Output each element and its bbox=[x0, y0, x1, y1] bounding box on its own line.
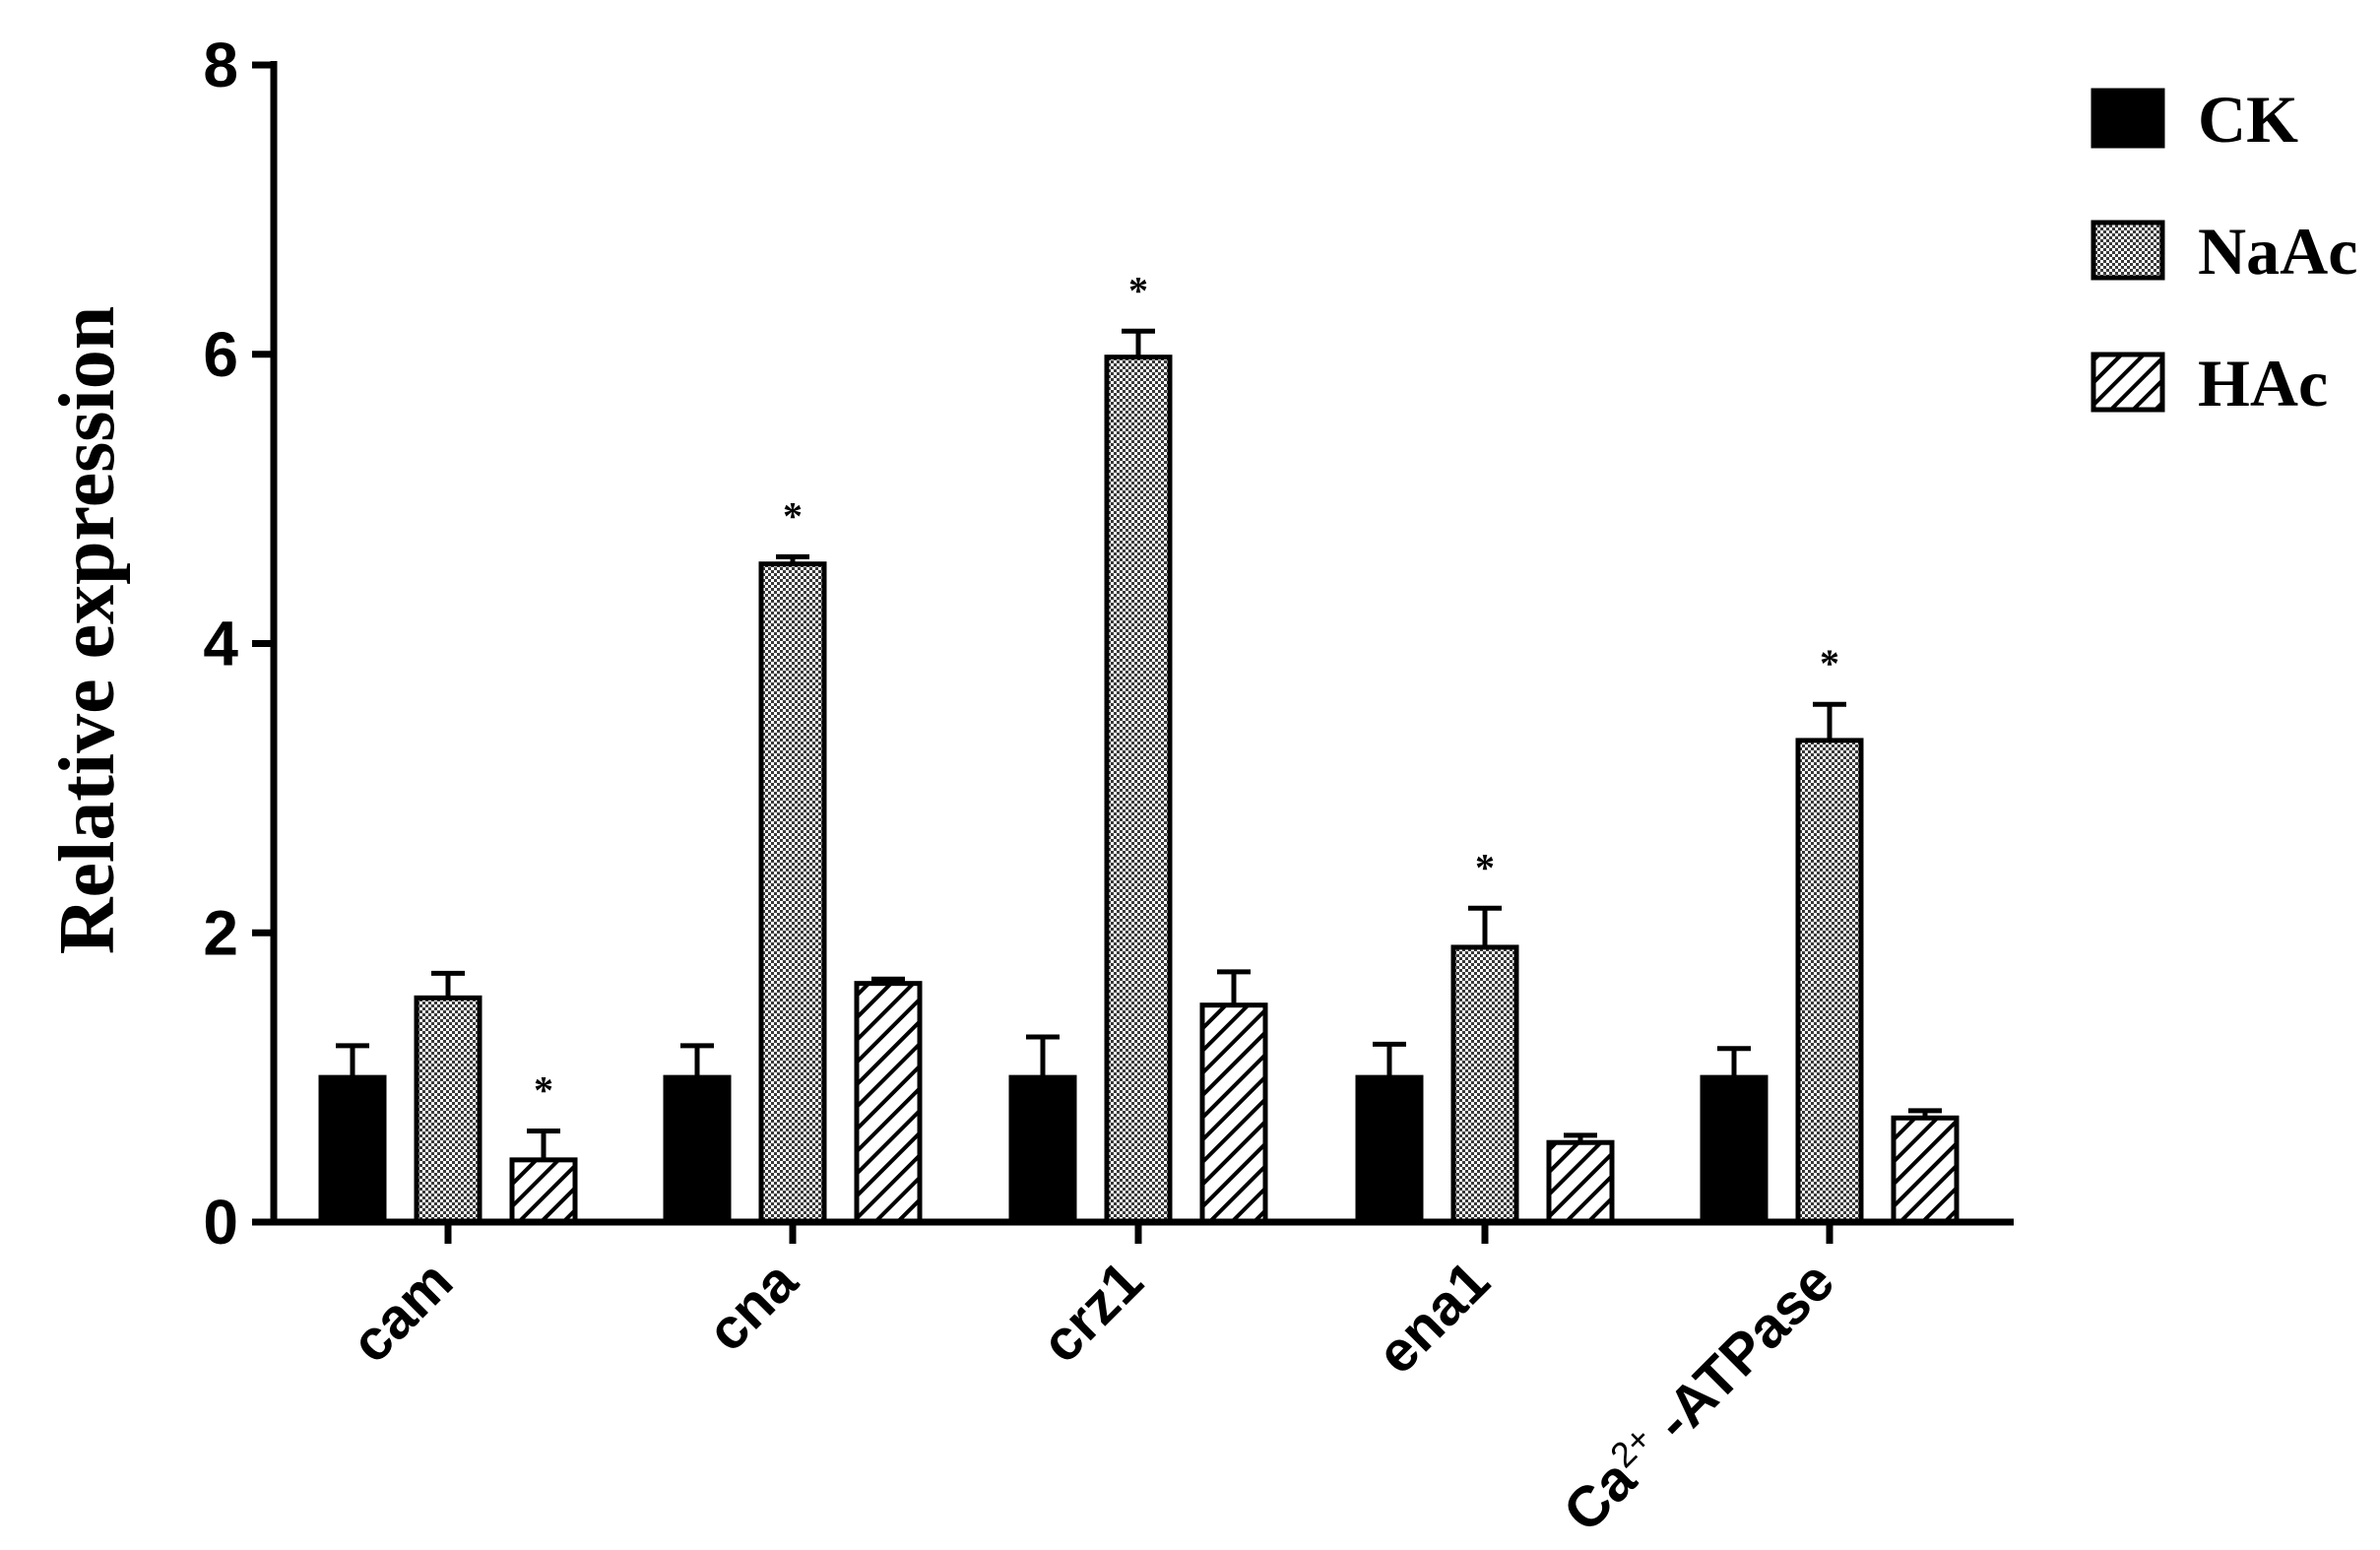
bar-naac-ena1 bbox=[1450, 944, 1519, 1225]
y-axis-title: Relative expression bbox=[44, 306, 131, 954]
bar-hac-cam bbox=[509, 1157, 578, 1225]
legend-label: HAc bbox=[2198, 346, 2328, 420]
legend-item-ck: CK bbox=[2091, 82, 2298, 157]
legend-item-hac: HAc bbox=[2091, 346, 2328, 420]
bar-ck-crz1 bbox=[1008, 1074, 1077, 1225]
bar-hac-ca2atpase bbox=[1891, 1115, 1960, 1225]
y-tick-label: 4 bbox=[203, 609, 238, 679]
bar-hac-cna bbox=[854, 981, 923, 1225]
significance-star: * bbox=[1128, 268, 1148, 312]
legend-swatch bbox=[2091, 88, 2165, 149]
significance-star: * bbox=[534, 1067, 553, 1112]
legend-swatch bbox=[2091, 220, 2165, 281]
series-ck bbox=[318, 1034, 1769, 1225]
significance-star: * bbox=[1475, 845, 1495, 889]
category-labels: cam cna crz1 ena1 Ca2+ -ATPase bbox=[339, 1248, 1846, 1544]
bar-naac-cna bbox=[758, 561, 827, 1225]
significance-star: * bbox=[783, 493, 803, 538]
bar-ck-ena1 bbox=[1355, 1074, 1424, 1225]
legend-item-naac: NaAc bbox=[2091, 214, 2357, 289]
bar-ck-ca2atpase bbox=[1700, 1074, 1769, 1225]
bar-hac-crz1 bbox=[1199, 1002, 1268, 1225]
axes: 0 2 4 6 8 bbox=[203, 30, 2014, 1258]
legend-label: NaAc bbox=[2198, 214, 2357, 289]
series-naac: * * * * bbox=[414, 268, 1864, 1225]
bars: * * * * * bbox=[318, 268, 1960, 1225]
bar-ck-cam bbox=[318, 1074, 387, 1225]
y-tick-label: 0 bbox=[203, 1187, 238, 1258]
bar-naac-crz1 bbox=[1104, 355, 1173, 1225]
x-tick-label: cna bbox=[695, 1249, 810, 1364]
significance-star: * bbox=[1820, 641, 1839, 685]
bar-hac-ena1 bbox=[1546, 1139, 1615, 1225]
legend: CK NaAc HAc bbox=[2091, 82, 2357, 420]
bar-naac-cam bbox=[414, 995, 482, 1225]
legend-label: CK bbox=[2198, 82, 2298, 157]
bar-ck-cna bbox=[663, 1074, 732, 1225]
x-tick-label: crz1 bbox=[1029, 1249, 1155, 1375]
y-tick-label: 6 bbox=[203, 319, 238, 390]
x-tick-label: cam bbox=[339, 1249, 465, 1375]
x-tick-label: Ca2+ -ATPase bbox=[1550, 1248, 1846, 1544]
legend-swatch bbox=[2091, 352, 2165, 413]
bar-naac-ca2atpase bbox=[1795, 738, 1864, 1225]
y-tick-label: 2 bbox=[203, 897, 238, 968]
x-tick-label: ena1 bbox=[1365, 1249, 1502, 1386]
y-tick-label: 8 bbox=[203, 30, 238, 100]
